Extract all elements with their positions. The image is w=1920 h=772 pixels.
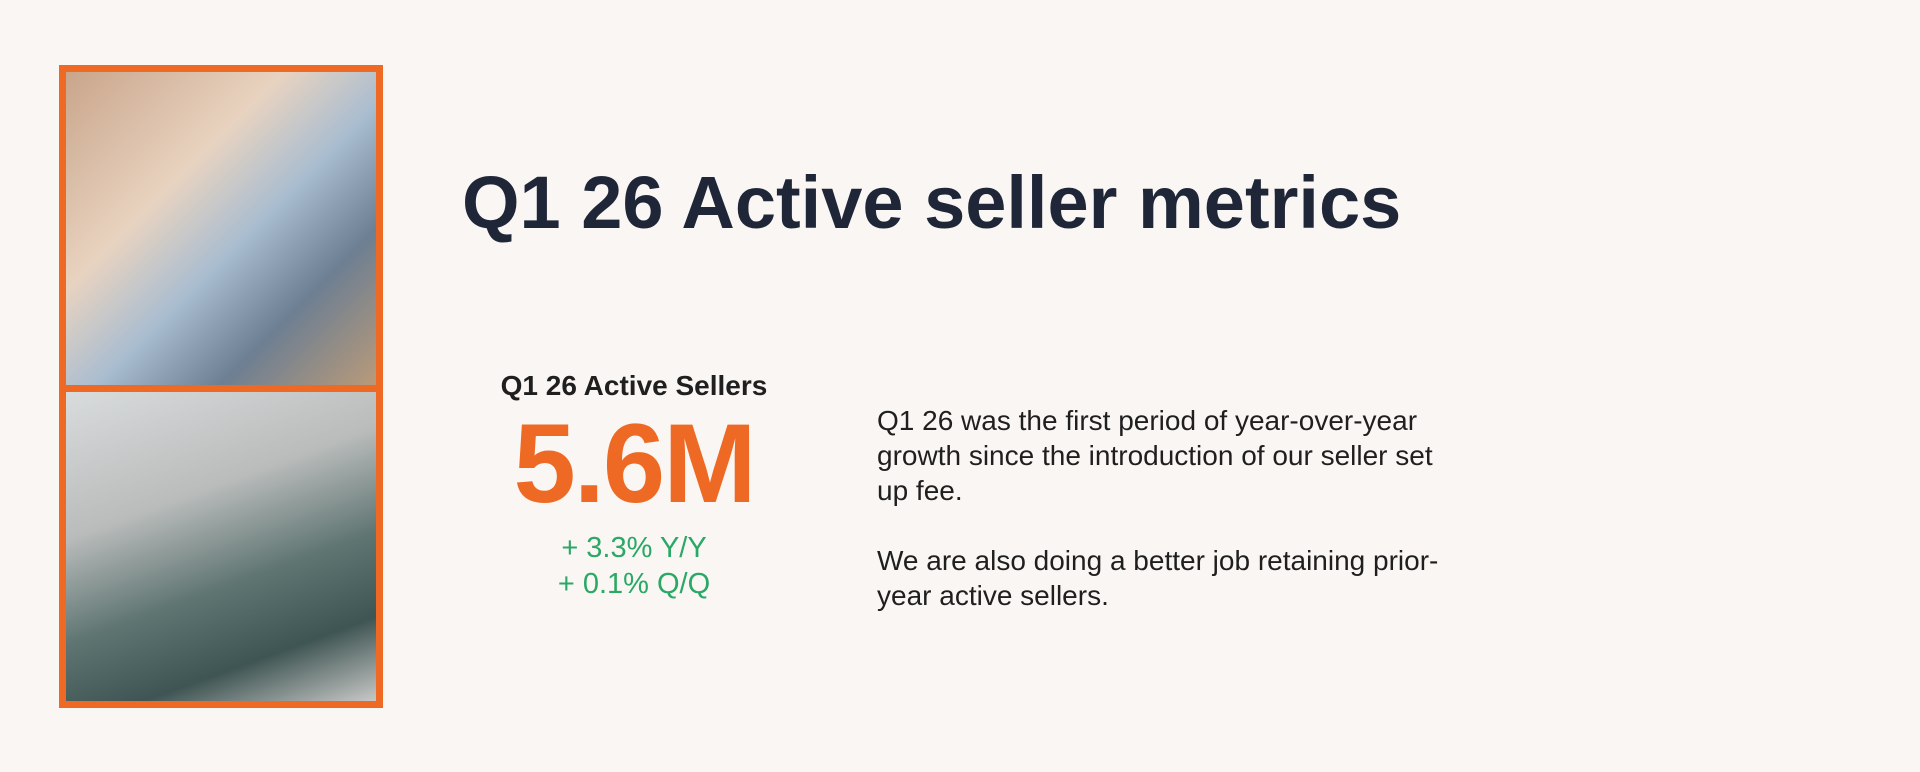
paragraph: Q1 26 was the first period of year-over-… (877, 405, 1433, 506)
title: Q1 26 Active seller metrics (462, 161, 1402, 244)
paragraph: We are also doing a better job retaining… (877, 545, 1439, 611)
metric-change: + 3.3% Y/Y (561, 532, 707, 564)
metric-block: Q1 26 Active Sellers 5.6M + 3.3% Y/Y + 0… (454, 370, 814, 602)
metric-value: 5.6M (513, 401, 757, 526)
photo (66, 392, 376, 701)
metric-change: + 0.1% Q/Q (557, 568, 711, 600)
photo (66, 72, 376, 385)
photo-frame (59, 65, 383, 708)
metric-label: Q1 26 Active Sellers (500, 370, 768, 401)
body-text: Q1 26 was the first period of year-over-… (877, 403, 1467, 648)
